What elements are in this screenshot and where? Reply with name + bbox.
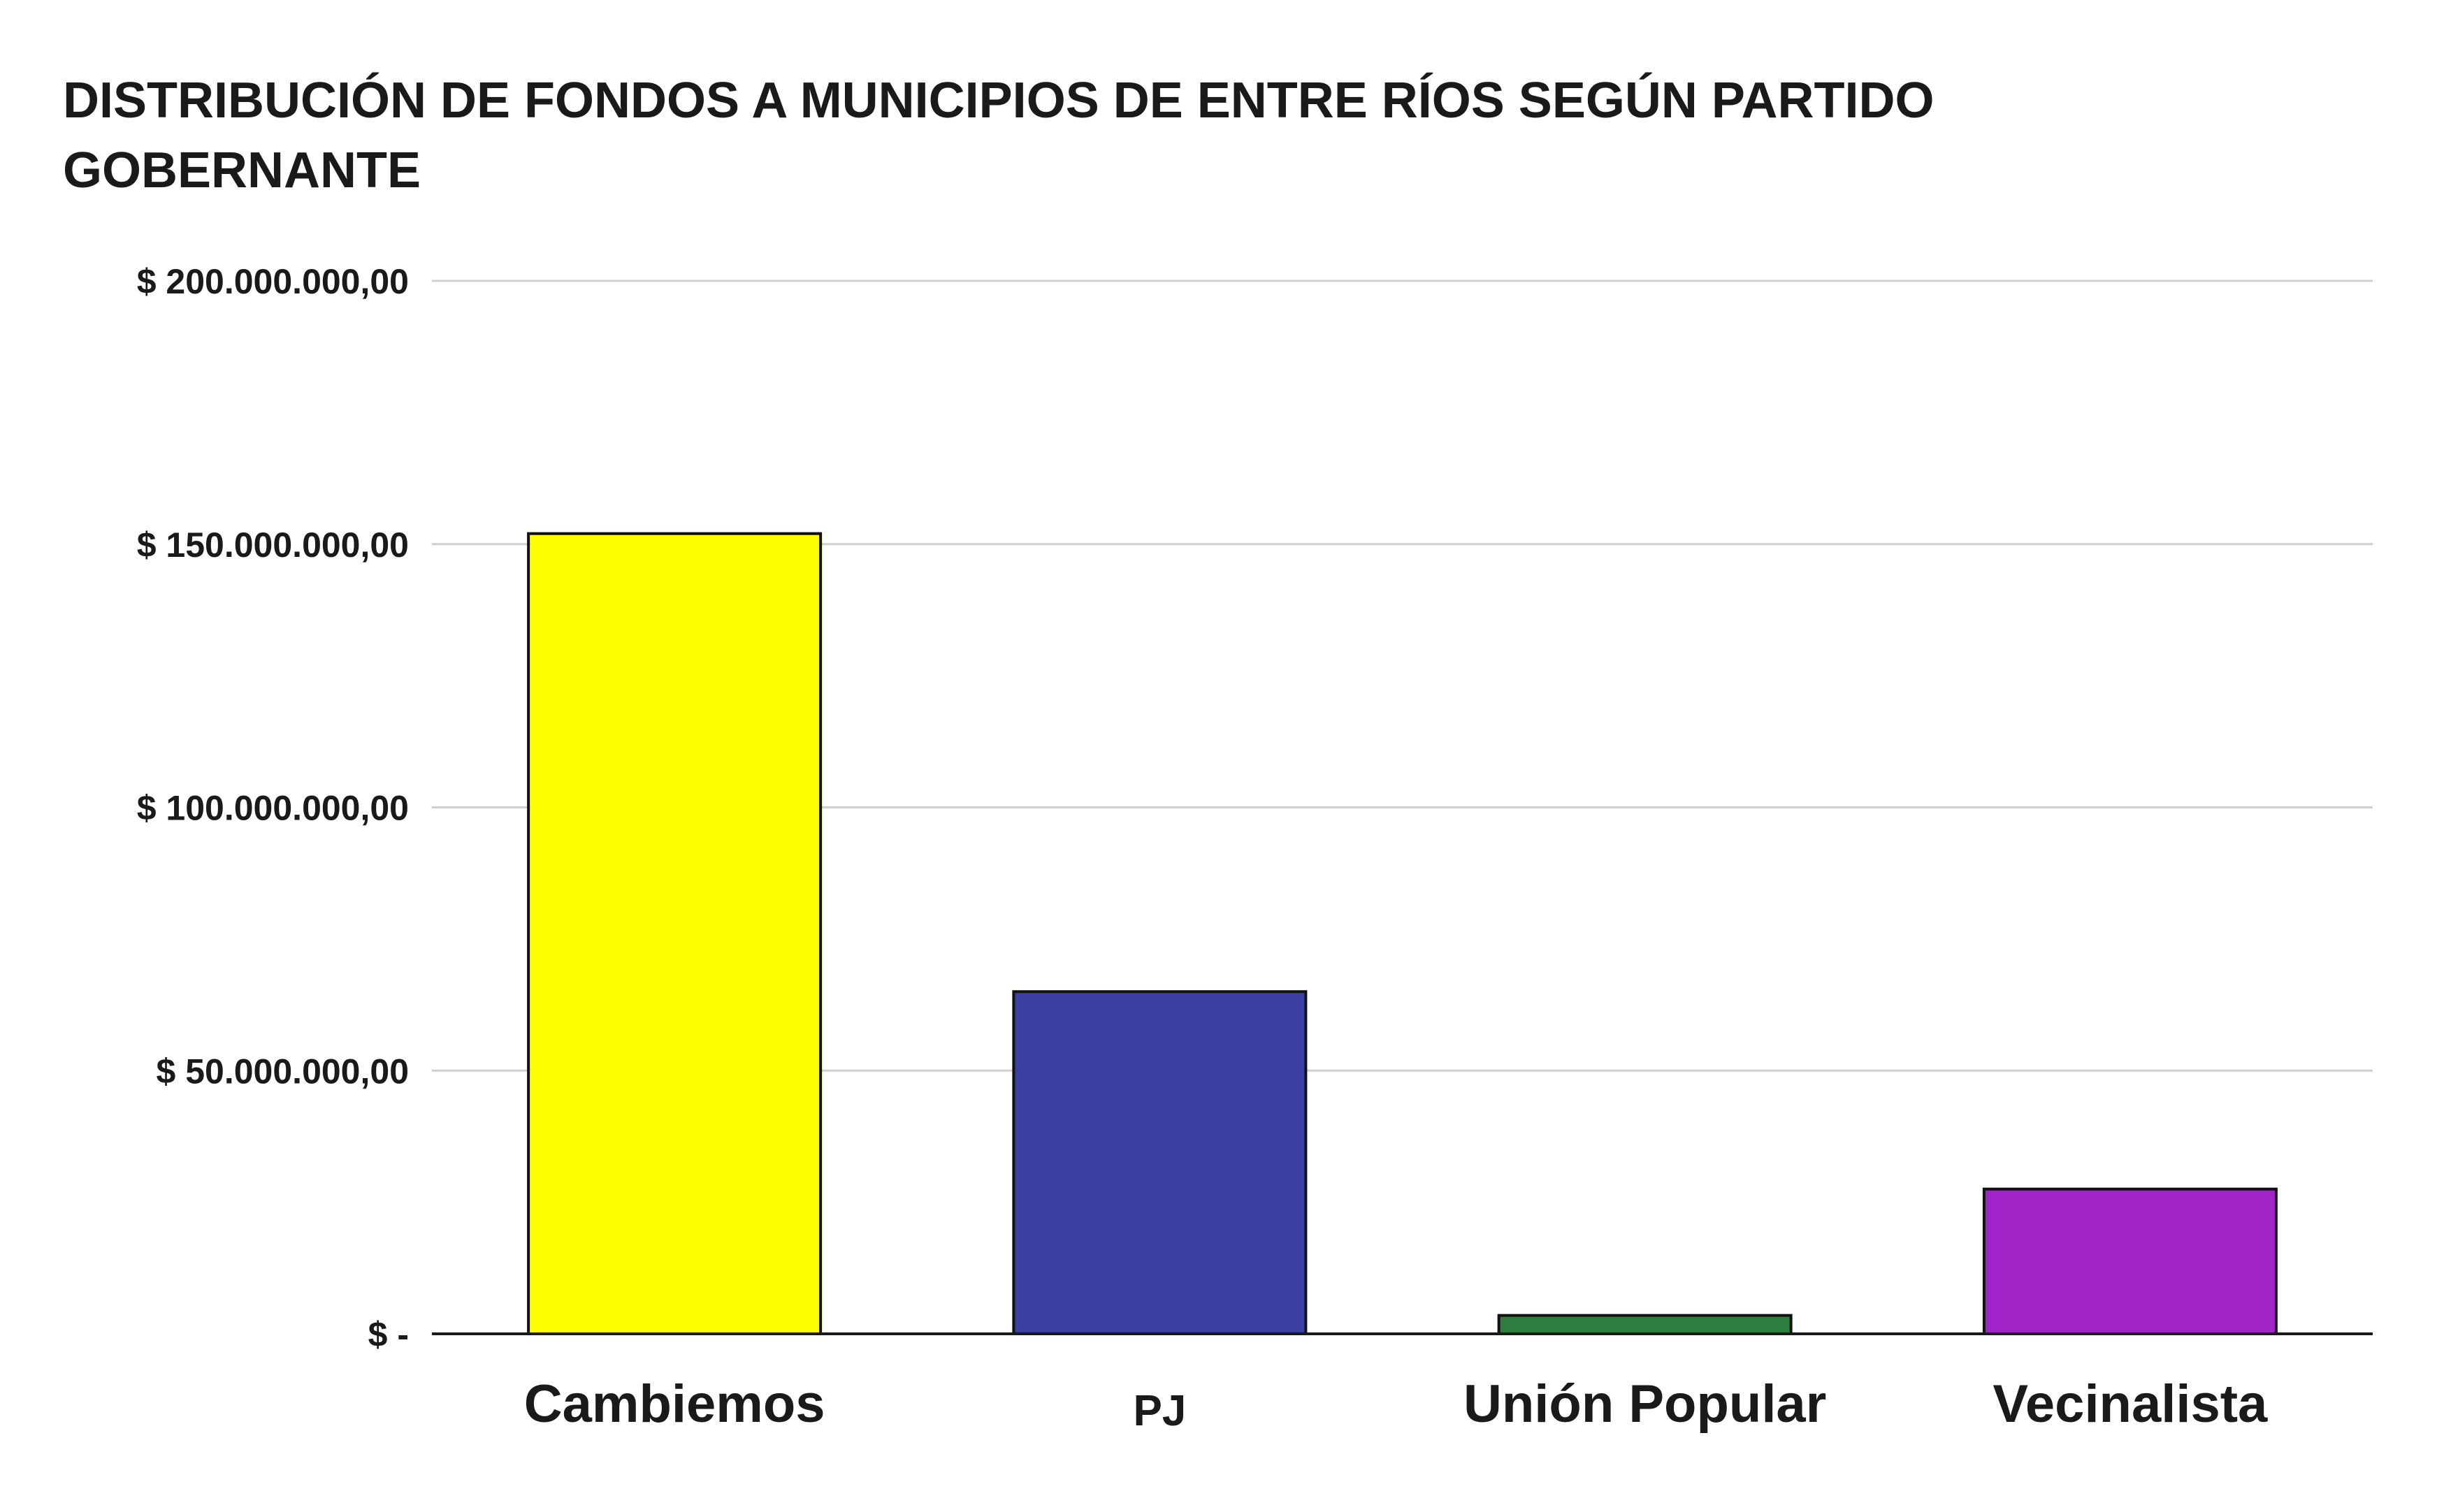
chart-title: DISTRIBUCIÓN DE FONDOS A MUNICIPIOS DE E… — [63, 72, 1935, 198]
y-tick-label: $ 200.000.000,00 — [137, 262, 409, 301]
x-axis-tick-labels: Cambiemos PJ Unión Popular Vecinalista — [524, 1374, 2268, 1435]
chart-title-line-2: GOBERNANTE — [63, 143, 421, 198]
bar-cambiemos — [527, 532, 823, 1335]
bar-pj — [1012, 990, 1308, 1335]
bar-vecinalista — [1982, 1187, 2278, 1335]
x-tick-label: PJ — [1133, 1387, 1186, 1435]
x-tick-label: Unión Popular — [1463, 1374, 1826, 1434]
y-tick-label: $ 50.000.000,00 — [157, 1052, 409, 1091]
x-tick-label: Cambiemos — [524, 1374, 825, 1434]
y-tick-label: $ - — [368, 1315, 409, 1354]
bars — [527, 532, 2278, 1335]
y-tick-label: $ 150.000.000,00 — [137, 525, 409, 565]
y-axis-tick-labels: $ - $ 50.000.000,00 $ 100.000.000,00 $ 150.… — [137, 262, 409, 1354]
x-tick-label: Vecinalista — [1993, 1374, 2268, 1434]
chart-title-line-1: DISTRIBUCIÓN DE FONDOS A MUNICIPIOS DE E… — [63, 72, 1935, 129]
y-tick-label: $ 100.000.000,00 — [137, 789, 409, 828]
bar-uni-n-popular — [1497, 1314, 1793, 1335]
